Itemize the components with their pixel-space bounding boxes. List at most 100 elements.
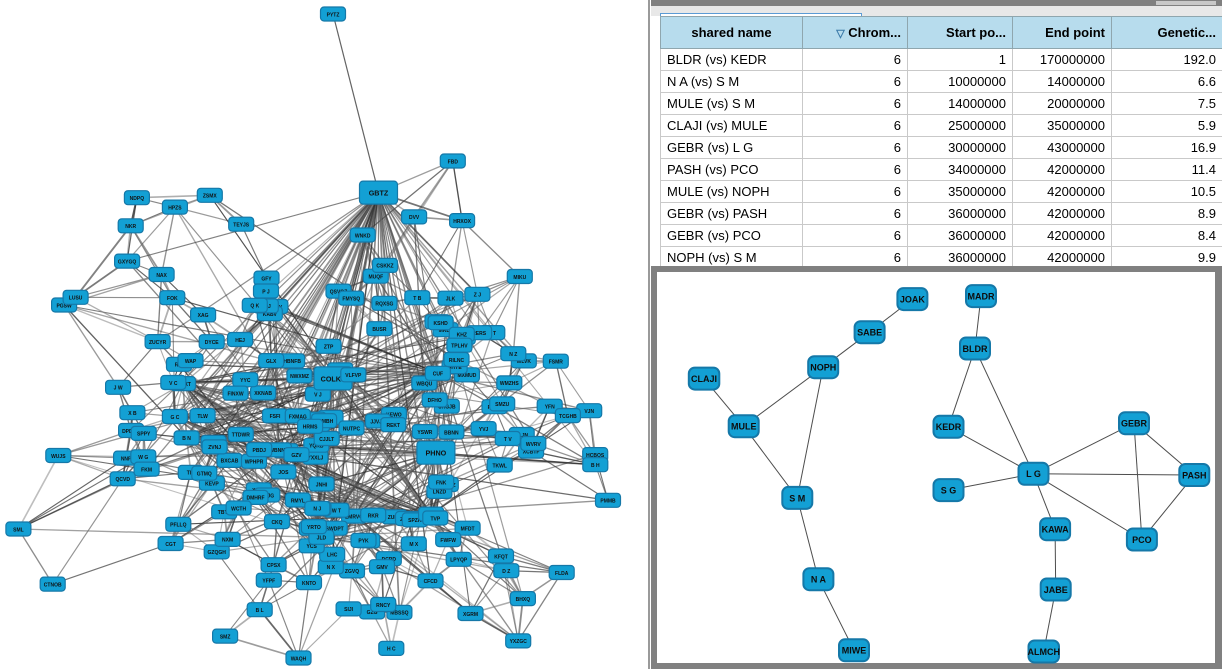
svg-text:FLDA: FLDA [555, 571, 569, 577]
svg-text:JLK: JLK [446, 297, 456, 303]
svg-text:GFY: GFY [261, 276, 272, 282]
svg-text:NOPH: NOPH [810, 363, 836, 373]
svg-text:YYC: YYC [240, 378, 251, 384]
svg-text:GMV: GMV [376, 565, 388, 571]
svg-text:ZGVQ: ZGVQ [345, 569, 359, 575]
svg-text:PCO: PCO [1132, 535, 1152, 545]
svg-text:WAQH: WAQH [291, 656, 307, 662]
svg-text:D Z: D Z [502, 569, 510, 575]
svg-text:RILNC: RILNC [449, 358, 465, 364]
svg-text:MFDT: MFDT [461, 527, 475, 533]
svg-text:N A: N A [811, 575, 827, 585]
svg-text:FBD: FBD [448, 159, 459, 165]
svg-text:S G: S G [941, 485, 957, 495]
svg-text:PHNO: PHNO [426, 449, 447, 458]
svg-text:BLDR: BLDR [963, 344, 988, 354]
svg-text:B H: B H [591, 463, 600, 469]
svg-text:H C: H C [387, 647, 396, 653]
svg-text:XGRM: XGRM [463, 612, 478, 618]
svg-text:MULE: MULE [731, 422, 757, 432]
svg-text:YRTO: YRTO [307, 525, 321, 531]
svg-text:S M: S M [789, 493, 805, 503]
svg-text:YFPF: YFPF [262, 579, 275, 585]
svg-text:JOAK: JOAK [900, 294, 926, 304]
svg-text:ZUCYR: ZUCYR [149, 340, 167, 346]
svg-text:FOK: FOK [167, 296, 178, 302]
svg-text:DYCE: DYCE [205, 340, 220, 346]
svg-text:PASH: PASH [1182, 470, 1206, 480]
svg-text:NUTPC: NUTPC [343, 426, 361, 432]
svg-text:YXZGC: YXZGC [510, 639, 528, 645]
svg-text:TKWL: TKWL [492, 463, 506, 469]
svg-text:P J: P J [262, 289, 270, 295]
svg-text:TLW: TLW [197, 414, 208, 420]
svg-text:MUQF: MUQF [368, 275, 383, 281]
svg-text:FSFI: FSFI [270, 414, 281, 420]
svg-text:WAP: WAP [185, 359, 197, 365]
svg-text:PYK: PYK [358, 539, 369, 545]
svg-text:V C: V C [169, 381, 178, 387]
svg-text:KAWA: KAWA [1042, 525, 1070, 535]
svg-text:JNHI: JNHI [316, 482, 328, 488]
svg-text:KSHD: KSHD [434, 321, 449, 327]
svg-text:SPPY: SPPY [137, 432, 151, 438]
svg-text:FNK: FNK [436, 480, 447, 486]
svg-text:ZVNJ: ZVNJ [208, 445, 221, 451]
svg-text:KEVP: KEVP [205, 482, 219, 488]
svg-text:ZTP: ZTP [324, 345, 334, 351]
svg-text:NWXMZ: NWXMZ [290, 374, 309, 380]
svg-text:DVV: DVV [409, 215, 420, 221]
svg-text:WUJS: WUJS [51, 454, 66, 460]
svg-text:FMYSQ: FMYSQ [342, 297, 360, 303]
svg-text:SML: SML [13, 527, 24, 533]
svg-text:CJJLT: CJJLT [319, 437, 334, 443]
svg-text:GTMQ: GTMQ [197, 472, 212, 478]
svg-text:RMYL: RMYL [291, 498, 305, 504]
svg-text:RQXSG: RQXSG [375, 302, 393, 308]
svg-text:PYTZ: PYTZ [327, 12, 340, 18]
svg-text:N Z: N Z [509, 352, 517, 358]
svg-text:LHC: LHC [327, 553, 338, 559]
svg-text:GBTZ: GBTZ [369, 189, 389, 198]
svg-text:X B: X B [128, 411, 137, 417]
svg-text:N X: N X [327, 565, 336, 571]
svg-text:XKNAB: XKNAB [254, 391, 272, 397]
svg-text:TTDWR: TTDWR [232, 433, 250, 439]
svg-text:GZV: GZV [291, 453, 302, 459]
svg-text:SMZU: SMZU [495, 402, 510, 408]
svg-text:J W: J W [114, 386, 123, 392]
svg-text:Q K: Q K [250, 304, 259, 310]
svg-text:TPLHV: TPLHV [451, 344, 468, 350]
svg-text:B N: B N [182, 436, 191, 442]
svg-text:CGT: CGT [165, 542, 176, 548]
svg-text:MIKU: MIKU [513, 275, 526, 281]
svg-text:KNTO: KNTO [302, 581, 316, 587]
svg-text:NAX: NAX [156, 273, 167, 279]
svg-text:BBNN: BBNN [444, 430, 459, 436]
svg-text:HPZS: HPZS [168, 205, 182, 211]
svg-text:KEDR: KEDR [936, 422, 962, 432]
svg-text:GZQGH: GZQGH [208, 550, 227, 556]
svg-text:WMZHS: WMZHS [500, 381, 520, 387]
svg-text:PMMB: PMMB [600, 499, 616, 505]
svg-text:WCTH: WCTH [231, 506, 246, 512]
svg-text:ALMCH: ALMCH [1027, 647, 1060, 657]
svg-text:N J: N J [313, 507, 321, 513]
svg-text:VJN: VJN [584, 409, 594, 415]
svg-text:HEJ: HEJ [235, 338, 245, 344]
svg-text:HRXOX: HRXOX [453, 219, 471, 225]
svg-text:YSWR: YSWR [417, 430, 432, 436]
svg-text:JLD: JLD [317, 536, 327, 542]
svg-text:RKR: RKR [368, 514, 379, 520]
svg-text:MADR: MADR [968, 291, 995, 301]
svg-text:V J: V J [314, 393, 322, 399]
svg-text:YFN: YFN [545, 405, 555, 411]
svg-text:W T: W T [332, 509, 341, 515]
svg-text:CLAJI: CLAJI [691, 374, 717, 384]
svg-text:CFCD: CFCD [424, 579, 438, 585]
svg-text:T V: T V [504, 437, 512, 443]
svg-text:ZSMX: ZSMX [203, 194, 218, 200]
svg-text:TCGHB: TCGHB [559, 414, 577, 420]
svg-text:L G: L G [1026, 469, 1041, 479]
svg-text:WNKD: WNKD [355, 233, 371, 239]
